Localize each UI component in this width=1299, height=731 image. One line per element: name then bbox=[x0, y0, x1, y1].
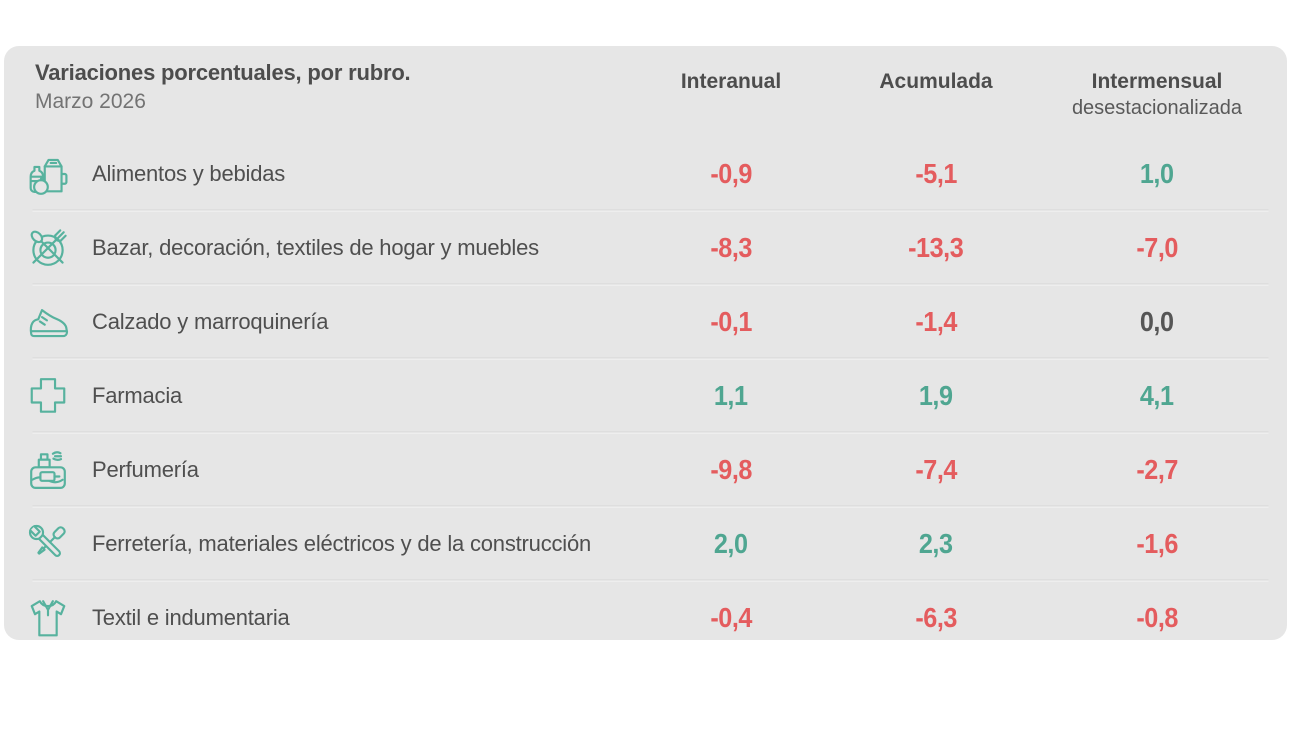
value-text: -1,6 bbox=[1136, 527, 1178, 559]
groceries-icon bbox=[22, 148, 74, 200]
title-block: Variaciones porcentuales, por rubro. Mar… bbox=[35, 60, 631, 114]
column-label: Acumulada bbox=[879, 70, 993, 93]
value-cell: -5,1 bbox=[831, 158, 1041, 190]
value-cell: -0,4 bbox=[631, 602, 831, 634]
value-cell: -7,0 bbox=[1041, 232, 1273, 264]
card-subtitle: Marzo 2026 bbox=[35, 90, 146, 113]
value-cell: -7,4 bbox=[831, 454, 1041, 486]
value-text: -7,0 bbox=[1136, 231, 1178, 263]
category-cell: Ferretería, materiales eléctricos y de l… bbox=[22, 518, 631, 570]
table-row: Calzado y marroquinería -0,1 -1,4 0,0 bbox=[22, 286, 1273, 357]
category-label: Perfumería bbox=[92, 456, 199, 482]
variations-table-card: Variaciones porcentuales, por rubro. Mar… bbox=[4, 46, 1287, 640]
value-cell: 1,0 bbox=[1041, 158, 1273, 190]
value-cell: -6,3 bbox=[831, 602, 1041, 634]
column-header-intermensual: Intermensual desestacionalizada bbox=[1041, 46, 1273, 121]
column-label: Intermensual bbox=[1091, 70, 1223, 93]
value-text: -1,4 bbox=[915, 305, 957, 337]
value-cell: -1,4 bbox=[831, 306, 1041, 338]
row-divider bbox=[32, 357, 1269, 360]
value-text: -9,8 bbox=[710, 453, 752, 485]
category-label: Farmacia bbox=[92, 382, 183, 408]
value-cell: -0,8 bbox=[1041, 602, 1273, 634]
value-text: -6,3 bbox=[915, 601, 957, 633]
value-text: 2,3 bbox=[919, 527, 953, 559]
category-label: Bazar, decoración, textiles de hogar y m… bbox=[92, 234, 539, 260]
row-divider bbox=[32, 431, 1269, 434]
column-header-interanual: Interanual bbox=[631, 46, 831, 95]
value-text: -0,8 bbox=[1136, 601, 1178, 633]
value-text: -0,1 bbox=[710, 305, 752, 337]
value-text: 1,1 bbox=[714, 379, 748, 411]
value-cell: -2,7 bbox=[1041, 454, 1273, 486]
category-cell: Textil e indumentaria bbox=[22, 592, 631, 644]
column-label: Interanual bbox=[680, 70, 782, 93]
value-text: 1,9 bbox=[919, 379, 953, 411]
sneaker-icon bbox=[22, 296, 74, 348]
value-cell: -1,6 bbox=[1041, 528, 1273, 560]
row-divider bbox=[32, 209, 1269, 212]
value-text: 0,0 bbox=[1140, 305, 1174, 337]
value-cell: 1,1 bbox=[631, 380, 831, 412]
value-cell: 0,0 bbox=[1041, 306, 1273, 338]
table-row: Bazar, decoración, textiles de hogar y m… bbox=[22, 212, 1273, 283]
category-label: Ferretería, materiales eléctricos y de l… bbox=[92, 530, 592, 556]
category-label: Calzado y marroquinería bbox=[92, 308, 329, 334]
tableware-icon bbox=[22, 222, 74, 274]
row-divider bbox=[32, 579, 1269, 582]
value-cell: -8,3 bbox=[631, 232, 831, 264]
value-text: -13,3 bbox=[908, 231, 964, 263]
value-cell: 4,1 bbox=[1041, 380, 1273, 412]
table-row: Alimentos y bebidas -0,9 -5,1 1,0 bbox=[22, 138, 1273, 209]
category-cell: Perfumería bbox=[22, 444, 631, 496]
value-text: -5,1 bbox=[915, 157, 957, 189]
card-title: Variaciones porcentuales, por rubro. bbox=[35, 60, 411, 85]
value-text: -2,7 bbox=[1136, 453, 1178, 485]
category-label: Textil e indumentaria bbox=[92, 604, 290, 630]
table-row: Farmacia 1,1 1,9 4,1 bbox=[22, 360, 1273, 431]
tools-icon bbox=[22, 518, 74, 570]
row-divider bbox=[32, 283, 1269, 286]
column-header-acumulada: Acumulada bbox=[831, 46, 1041, 95]
value-text: -7,4 bbox=[915, 453, 957, 485]
category-cell: Alimentos y bebidas bbox=[22, 148, 631, 200]
column-sublabel: desestacionalizada bbox=[1071, 97, 1243, 120]
value-cell: -0,1 bbox=[631, 306, 831, 338]
category-label: Alimentos y bebidas bbox=[92, 160, 286, 186]
value-text: 2,0 bbox=[714, 527, 748, 559]
table-header: Variaciones porcentuales, por rubro. Mar… bbox=[22, 46, 1273, 138]
value-cell: -13,3 bbox=[831, 232, 1041, 264]
shirt-icon bbox=[22, 592, 74, 644]
table-body: Alimentos y bebidas -0,9 -5,1 1,0 Bazar, dec… bbox=[22, 138, 1273, 653]
pharmacy-cross-icon bbox=[22, 370, 74, 422]
value-text: -0,4 bbox=[710, 601, 752, 633]
perfume-icon bbox=[22, 444, 74, 496]
table-row: Perfumería -9,8 -7,4 -2,7 bbox=[22, 434, 1273, 505]
value-cell: 2,0 bbox=[631, 528, 831, 560]
table-row: Textil e indumentaria -0,4 -6,3 -0,8 bbox=[22, 582, 1273, 653]
value-text: 1,0 bbox=[1140, 157, 1174, 189]
category-cell: Calzado y marroquinería bbox=[22, 296, 631, 348]
category-cell: Farmacia bbox=[22, 370, 631, 422]
value-text: 4,1 bbox=[1140, 379, 1174, 411]
value-cell: 1,9 bbox=[831, 380, 1041, 412]
value-cell: -0,9 bbox=[631, 158, 831, 190]
row-divider bbox=[32, 505, 1269, 508]
category-cell: Bazar, decoración, textiles de hogar y m… bbox=[22, 222, 631, 274]
value-text: -8,3 bbox=[710, 231, 752, 263]
table-row: Ferretería, materiales eléctricos y de l… bbox=[22, 508, 1273, 579]
value-cell: 2,3 bbox=[831, 528, 1041, 560]
value-text: -0,9 bbox=[710, 157, 752, 189]
value-cell: -9,8 bbox=[631, 454, 831, 486]
